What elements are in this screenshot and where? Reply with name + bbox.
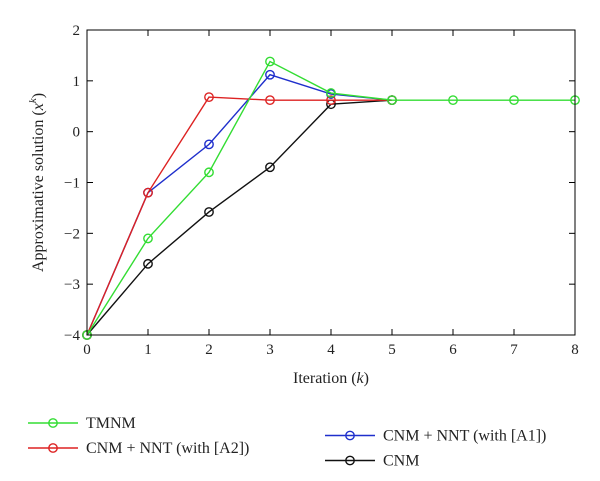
series-point [448, 95, 458, 106]
x-axis-title-var: k [357, 370, 365, 387]
series-line [86, 96, 392, 336]
y-axis-title-sup: k [27, 97, 39, 103]
x-tick-label: 6 [449, 342, 457, 358]
x-tick-label: 7 [510, 342, 518, 358]
x-axis-title-main: Iteration ( [293, 370, 357, 387]
series-point [204, 207, 214, 217]
x-tick-label: 3 [266, 342, 274, 358]
legend-swatch-marker [48, 418, 58, 428]
legend-swatch-marker [48, 443, 58, 453]
series-point [204, 167, 214, 178]
axes-layer: 0 1 2 3 4 5 6 7 8 −4 −3 −2 −1 0 1 2 [64, 23, 579, 358]
series-point [265, 56, 275, 67]
y-tick-label: 2 [73, 23, 81, 39]
series-point [387, 95, 397, 106]
legend-swatch-marker [345, 430, 355, 441]
y-tick-label: −3 [64, 277, 80, 293]
legend-label: TMNM [86, 415, 136, 432]
y-axis-title-var: x [30, 103, 47, 111]
y-tick-label: −1 [64, 176, 80, 192]
x-axis-title-close: ) [364, 370, 369, 387]
y-axis-title-close: ) [30, 93, 47, 98]
legend: TMNM CNM + NNT (with [A2]) CNM + NNT (with… [28, 415, 546, 470]
legend-entry: TMNM [28, 415, 136, 432]
legend-label: CNM + NNT (with [A2]) [86, 440, 249, 457]
series-point [204, 92, 214, 103]
series-line [86, 60, 575, 336]
y-axis-title: Approximative solution (xk) [27, 93, 47, 272]
series-point [265, 162, 275, 173]
x-tick-label: 8 [571, 342, 579, 358]
series-line [86, 99, 393, 336]
series-point [204, 139, 214, 150]
series-point [326, 95, 336, 106]
y-tick-label: 0 [73, 125, 81, 141]
legend-entry: CNM + NNT (with [A2]) [28, 440, 249, 457]
series-point [143, 187, 153, 198]
legend-entry: CNM [325, 453, 419, 470]
legend-entry: CNM + NNT (with [A1]) [325, 428, 546, 445]
series-point [509, 95, 519, 106]
x-tick-label: 1 [144, 342, 152, 358]
y-axis-title-main: Approximative solution ( [30, 110, 47, 272]
x-tick-label: 0 [83, 342, 91, 358]
x-tick-label: 5 [388, 342, 396, 358]
series-point [143, 233, 153, 244]
legend-label: CNM + NNT (with [A1]) [383, 428, 546, 445]
series-0 [82, 56, 580, 340]
plot-background [87, 30, 575, 335]
x-tick-label: 2 [205, 342, 213, 358]
series-point [143, 258, 153, 269]
y-tick-label: 1 [73, 74, 81, 90]
y-tick-label: −4 [64, 328, 80, 344]
x-tick-label: 4 [327, 342, 335, 358]
legend-swatch-marker [345, 455, 355, 466]
series-point [265, 95, 275, 106]
plot-area [87, 30, 575, 335]
series-point [326, 88, 336, 98]
series-point [265, 69, 275, 80]
legend-label: CNM [383, 453, 419, 470]
y-tick-label: −2 [64, 226, 80, 242]
x-axis-title: Iteration (k) [293, 370, 369, 387]
